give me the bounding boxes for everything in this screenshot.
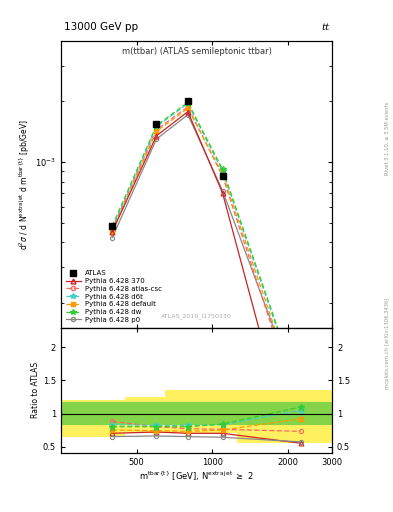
Text: m(ttbar) (ATLAS semileptonic ttbar): m(ttbar) (ATLAS semileptonic ttbar) — [121, 47, 272, 56]
Pythia 6.428 atlas-csc — [298, 412, 303, 418]
Line: Pythia 6.428 d6t: Pythia 6.428 d6t — [109, 100, 304, 400]
Text: Rivet 3.1.10, ≥ 3.5M events: Rivet 3.1.10, ≥ 3.5M events — [385, 101, 389, 175]
Pythia 6.428 p0 — [185, 112, 190, 118]
Pythia 6.428 d6t — [110, 225, 115, 231]
Pythia 6.428 370 — [154, 133, 159, 139]
Pythia 6.428 d6t — [185, 101, 190, 107]
Pythia 6.428 dw — [110, 223, 115, 229]
ATLAS — [220, 173, 225, 179]
Text: ATLAS_2019_I1750330: ATLAS_2019_I1750330 — [161, 313, 232, 319]
Line: Pythia 6.428 default: Pythia 6.428 default — [110, 106, 303, 407]
Line: Pythia 6.428 370: Pythia 6.428 370 — [110, 109, 303, 486]
X-axis label: m$^{\rm tbar\{t\}}$ [GeV], N$^{\rm extra\,jet}$ $\geq$ 2: m$^{\rm tbar\{t\}}$ [GeV], N$^{\rm extra… — [139, 470, 254, 483]
Y-axis label: Ratio to ATLAS: Ratio to ATLAS — [31, 362, 40, 418]
Pythia 6.428 d6t — [298, 394, 303, 400]
ATLAS — [154, 121, 159, 127]
Line: Pythia 6.428 p0: Pythia 6.428 p0 — [110, 113, 303, 403]
Pythia 6.428 p0 — [298, 398, 303, 404]
Pythia 6.428 atlas-csc — [154, 126, 159, 133]
Pythia 6.428 dw — [298, 391, 303, 397]
Pythia 6.428 dw — [220, 166, 225, 173]
Pythia 6.428 default — [220, 171, 225, 177]
Pythia 6.428 370 — [298, 481, 303, 487]
Pythia 6.428 p0 — [220, 187, 225, 194]
ATLAS — [185, 98, 190, 104]
Pythia 6.428 atlas-csc — [220, 173, 225, 179]
Pythia 6.428 d6t — [220, 168, 225, 174]
Pythia 6.428 default — [110, 229, 115, 235]
ATLAS — [298, 379, 303, 386]
Pythia 6.428 dw — [154, 122, 159, 129]
Pythia 6.428 atlas-csc — [185, 104, 190, 110]
Pythia 6.428 370 — [110, 229, 115, 235]
Text: mcplots.cern.ch [arXiv:1306.3436]: mcplots.cern.ch [arXiv:1306.3436] — [385, 297, 389, 389]
Text: 13000 GeV pp: 13000 GeV pp — [64, 23, 138, 32]
Line: Pythia 6.428 atlas-csc: Pythia 6.428 atlas-csc — [110, 105, 303, 417]
Line: ATLAS: ATLAS — [109, 98, 304, 386]
Y-axis label: d$^2\sigma$ / d N$^{\rm extra\,jet}$ d m$^{\rm tbar\{t\}}$ [pb/GeV]: d$^2\sigma$ / d N$^{\rm extra\,jet}$ d m… — [18, 119, 32, 250]
Pythia 6.428 default — [298, 402, 303, 408]
Pythia 6.428 370 — [185, 109, 190, 115]
Pythia 6.428 default — [154, 129, 159, 135]
Pythia 6.428 default — [185, 105, 190, 112]
Pythia 6.428 p0 — [154, 136, 159, 142]
Pythia 6.428 atlas-csc — [110, 227, 115, 233]
Pythia 6.428 p0 — [110, 234, 115, 241]
Pythia 6.428 370 — [220, 190, 225, 196]
Legend: ATLAS, Pythia 6.428 370, Pythia 6.428 atlas-csc, Pythia 6.428 d6t, Pythia 6.428 : ATLAS, Pythia 6.428 370, Pythia 6.428 at… — [64, 269, 163, 324]
Pythia 6.428 dw — [185, 99, 190, 105]
Text: tt: tt — [321, 24, 329, 32]
Line: Pythia 6.428 dw: Pythia 6.428 dw — [109, 99, 304, 397]
ATLAS — [110, 223, 115, 229]
Pythia 6.428 d6t — [154, 123, 159, 130]
